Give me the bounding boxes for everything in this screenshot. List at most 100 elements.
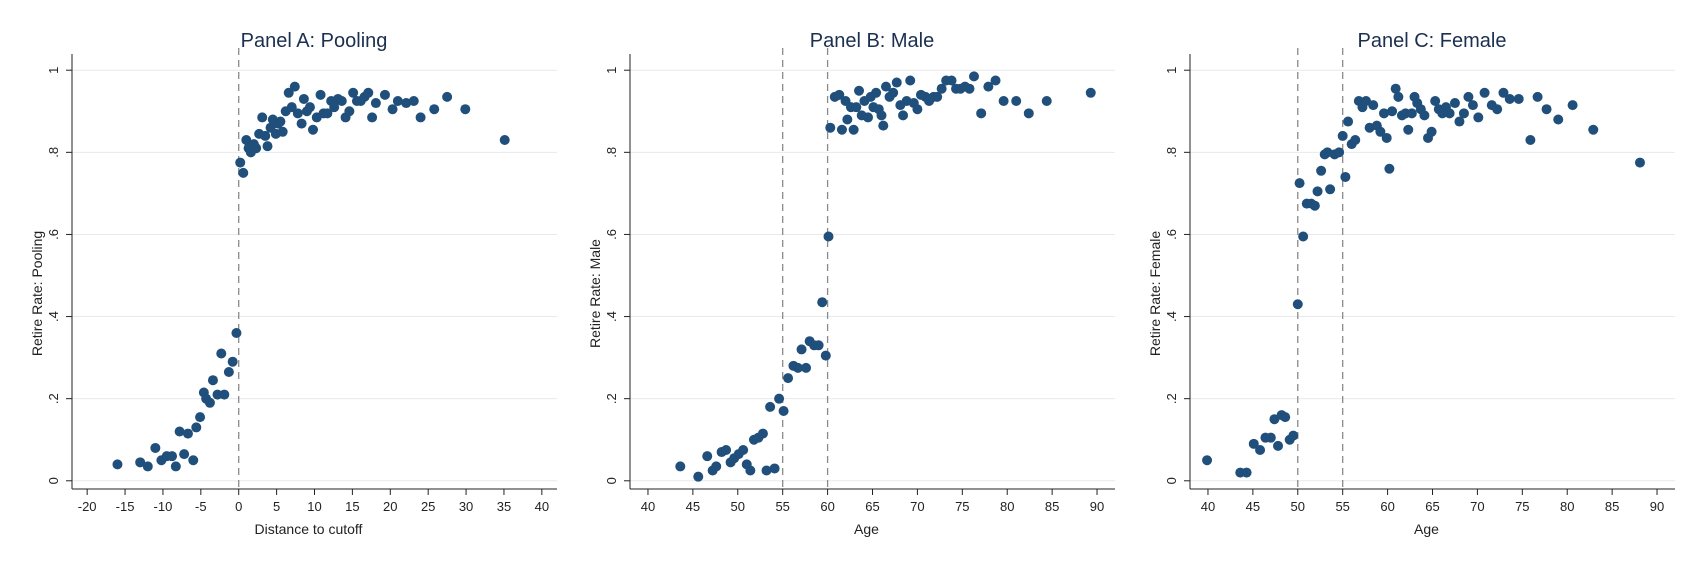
chart-title: Panel C: Female bbox=[1358, 30, 1507, 52]
data-point bbox=[1337, 130, 1348, 141]
panel-c-female: 0 .2 .4 .6 .8 1 40 45 50 55 60 65 70 75 80 85 90 Panel C:… bbox=[1147, 30, 1675, 537]
x-tick-label: 65 bbox=[865, 499, 879, 514]
data-point bbox=[283, 87, 294, 98]
data-point bbox=[1294, 178, 1305, 189]
y-tick-label: .2 bbox=[604, 393, 619, 404]
x-tick-label: 5 bbox=[273, 499, 280, 514]
data-point bbox=[1368, 100, 1379, 111]
data-point bbox=[216, 348, 227, 359]
data-point bbox=[891, 77, 902, 88]
data-point bbox=[1419, 110, 1430, 121]
data-point bbox=[429, 104, 440, 115]
data-point bbox=[1525, 135, 1536, 146]
data-point bbox=[1085, 87, 1096, 98]
data-point bbox=[825, 122, 836, 133]
data-point bbox=[150, 442, 161, 453]
y-tick-label: 1 bbox=[46, 67, 61, 74]
data-point bbox=[842, 114, 853, 125]
data-point bbox=[1403, 124, 1414, 135]
data-point bbox=[1384, 163, 1395, 174]
data-point bbox=[1454, 116, 1465, 127]
data-point bbox=[170, 461, 181, 472]
data-point bbox=[769, 463, 780, 474]
y-tick-label: .8 bbox=[1164, 147, 1179, 158]
x-tick-label: 20 bbox=[383, 499, 397, 514]
data-point bbox=[745, 465, 756, 476]
data-point bbox=[499, 135, 510, 146]
data-point bbox=[1532, 91, 1543, 102]
y-tick-label: 1 bbox=[1164, 67, 1179, 74]
y-tick-label: .4 bbox=[1164, 311, 1179, 322]
x-tick-label: 50 bbox=[731, 499, 745, 514]
x-tick-label: 0 bbox=[235, 499, 242, 514]
data-point bbox=[238, 167, 249, 178]
x-tick-label: 85 bbox=[1045, 499, 1059, 514]
data-point bbox=[1567, 100, 1578, 111]
data-point bbox=[329, 102, 340, 113]
x-tick-label: 55 bbox=[1335, 499, 1349, 514]
data-point bbox=[783, 373, 794, 384]
data-point bbox=[231, 327, 242, 338]
data-point bbox=[292, 108, 303, 119]
data-point bbox=[1458, 108, 1469, 119]
data-point bbox=[235, 157, 246, 168]
data-point bbox=[135, 457, 146, 468]
data-point bbox=[1202, 455, 1213, 466]
x-tick-label: 40 bbox=[641, 499, 655, 514]
x-tick-label: 25 bbox=[421, 499, 435, 514]
data-point bbox=[880, 81, 891, 92]
data-point bbox=[1492, 104, 1503, 115]
x-tick-label: 80 bbox=[1000, 499, 1014, 514]
y-tick-label: .2 bbox=[46, 393, 61, 404]
data-point bbox=[854, 85, 865, 96]
data-point bbox=[1255, 444, 1266, 455]
data-point bbox=[801, 362, 812, 373]
data-point bbox=[761, 465, 772, 476]
data-point bbox=[1292, 299, 1303, 310]
data-point bbox=[871, 87, 882, 98]
data-point bbox=[990, 75, 1001, 86]
y-tick-label: .6 bbox=[1164, 229, 1179, 240]
data-point bbox=[286, 102, 297, 113]
y-tick-label: .6 bbox=[46, 229, 61, 240]
data-point bbox=[1316, 165, 1327, 176]
data-point bbox=[408, 96, 419, 107]
x-tick-label: 45 bbox=[1246, 499, 1260, 514]
data-point bbox=[188, 455, 199, 466]
data-point bbox=[721, 444, 732, 455]
y-tick-label: .4 bbox=[46, 311, 61, 322]
data-point bbox=[932, 91, 943, 102]
x-axis-label: Distance to cutoff bbox=[255, 521, 363, 537]
x-tick-label: -20 bbox=[78, 499, 97, 514]
data-point bbox=[1375, 126, 1386, 137]
data-point bbox=[1463, 91, 1474, 102]
data-point bbox=[823, 231, 834, 242]
data-point bbox=[204, 397, 215, 408]
data-point bbox=[1406, 108, 1417, 119]
data-point bbox=[765, 401, 776, 412]
x-tick-label: 45 bbox=[686, 499, 700, 514]
data-point bbox=[379, 89, 390, 100]
data-point bbox=[1513, 93, 1524, 104]
x-tick-label: 75 bbox=[955, 499, 969, 514]
x-axis-label: Age bbox=[1414, 521, 1439, 537]
data-point bbox=[1280, 412, 1291, 423]
data-point bbox=[219, 389, 230, 400]
data-point bbox=[1343, 116, 1354, 127]
data-point bbox=[1381, 132, 1392, 143]
y-tick-label: 0 bbox=[1164, 477, 1179, 484]
x-tick-label: 15 bbox=[345, 499, 359, 514]
x-tick-label: -10 bbox=[154, 499, 173, 514]
data-point bbox=[387, 104, 398, 115]
data-point bbox=[876, 110, 887, 121]
data-point bbox=[191, 422, 202, 433]
data-point bbox=[257, 112, 268, 123]
data-point bbox=[442, 91, 453, 102]
data-point bbox=[296, 118, 307, 129]
x-tick-label: 40 bbox=[535, 499, 549, 514]
data-point bbox=[848, 124, 859, 135]
data-point bbox=[167, 451, 178, 462]
x-tick-label: 60 bbox=[820, 499, 834, 514]
data-point bbox=[1288, 430, 1299, 441]
